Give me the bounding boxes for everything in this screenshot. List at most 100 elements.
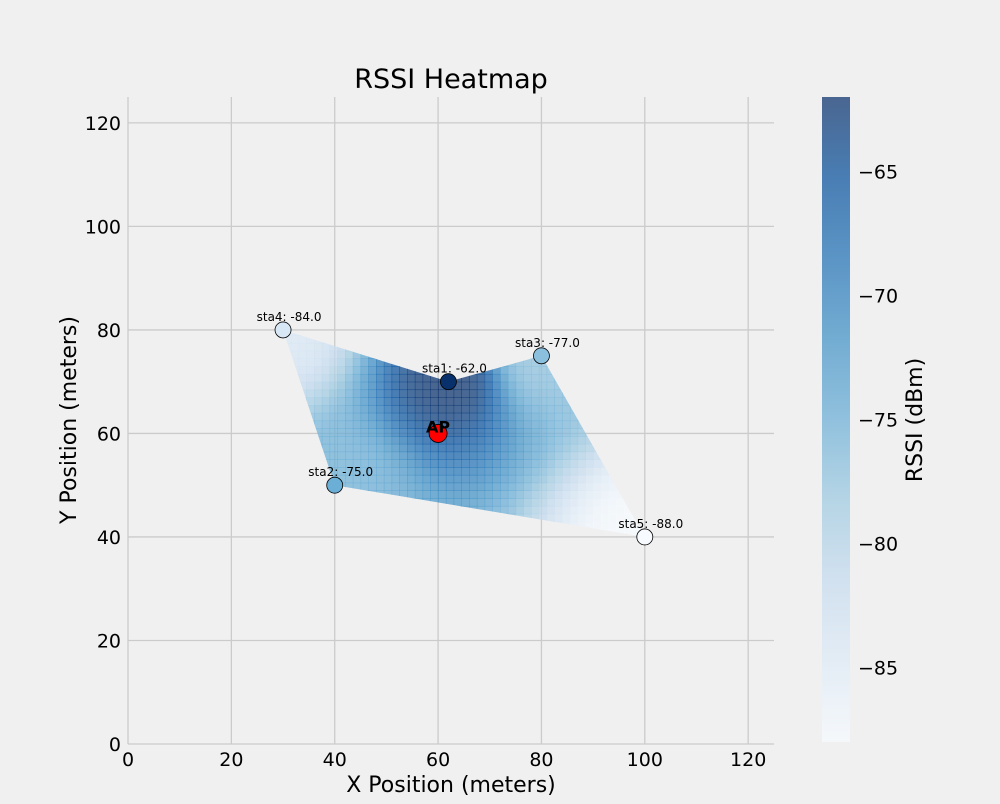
heat-cell: [577, 474, 586, 484]
heat-cell: [368, 436, 377, 445]
heat-cell: [376, 397, 385, 406]
heat-cell: [562, 412, 571, 422]
heat-cell: [407, 404, 416, 414]
heat-cell: [523, 404, 532, 414]
heat-cell: [484, 474, 493, 484]
heat-cell: [562, 420, 571, 429]
heat-cell: [430, 420, 439, 429]
heat-cell: [368, 412, 377, 422]
y-axis-label: Y Position (meters): [57, 316, 82, 525]
heat-cell: [585, 459, 594, 468]
heat-cell: [383, 412, 393, 422]
heat-cell: [554, 474, 563, 484]
heat-cell: [391, 389, 400, 398]
heat-cell: [608, 482, 617, 491]
heat-cell: [445, 474, 455, 484]
heat-cell: [507, 404, 517, 414]
heat-cell: [492, 389, 501, 398]
heat-cell: [538, 436, 548, 445]
heat-cell: [546, 513, 555, 523]
heat-cell: [399, 397, 408, 406]
heat-cell: [616, 490, 625, 499]
heat-cell: [321, 373, 331, 383]
heat-cell: [469, 474, 478, 484]
heat-cell: [430, 482, 439, 491]
heat-cell: [538, 389, 548, 398]
heat-cell: [500, 482, 509, 491]
heat-cell: [337, 366, 346, 375]
heat-cell: [492, 443, 501, 453]
heat-cell: [538, 498, 548, 507]
heat-cell: [531, 474, 540, 484]
heat-cell: [399, 451, 408, 460]
heat-cell: [321, 451, 331, 460]
heat-cell: [453, 459, 462, 468]
heat-cell: [585, 505, 594, 515]
colorbar: −85 −80 −75 −70 −65 RSSI (dBm): [822, 97, 928, 742]
heat-cell: [531, 467, 540, 476]
heat-cell: [546, 459, 555, 468]
heat-cell: [414, 482, 424, 491]
heat-cell: [554, 482, 563, 491]
heat-cell: [422, 420, 431, 429]
heat-cell: [329, 443, 338, 453]
heat-cell: [438, 467, 447, 476]
heat-cell: [546, 451, 555, 460]
heat-cell: [461, 482, 470, 491]
heat-cell: [593, 474, 602, 484]
x-tick-label: 120: [730, 749, 766, 771]
heat-cell: [585, 521, 594, 530]
heat-cell: [492, 451, 501, 460]
heat-cell: [484, 498, 493, 507]
heat-cell: [476, 490, 486, 499]
heat-cell: [430, 381, 439, 391]
heat-cell: [422, 373, 431, 383]
heat-cell: [476, 474, 486, 484]
heat-cell: [492, 482, 501, 491]
heat-cell: [414, 428, 424, 437]
heat-cell: [484, 373, 493, 383]
heat-cell: [290, 350, 300, 359]
heat-cell: [461, 459, 470, 468]
heat-cell: [515, 467, 524, 476]
heat-cell: [352, 412, 362, 422]
heat-cell: [484, 381, 493, 391]
heat-cell: [538, 474, 548, 484]
heat-cell: [376, 373, 385, 383]
heat-cell: [523, 420, 532, 429]
heat-cell: [546, 397, 555, 406]
heat-cell: [337, 451, 346, 460]
heat-cell: [383, 474, 393, 484]
heat-cell: [445, 451, 455, 460]
heat-cell: [484, 505, 493, 515]
colorbar-tick-label: −65: [858, 161, 898, 183]
heat-cell: [523, 443, 532, 453]
heat-cell: [414, 490, 424, 499]
heat-cell: [600, 513, 610, 523]
heat-cell: [422, 490, 431, 499]
heat-cell: [469, 381, 478, 391]
heat-cell: [476, 467, 486, 476]
heat-cell: [360, 366, 369, 375]
heat-cell: [345, 443, 354, 453]
heat-cell: [515, 389, 524, 398]
heat-cell: [352, 467, 362, 476]
heat-cell: [608, 513, 617, 523]
heat-cell: [461, 467, 470, 476]
heat-cell: [368, 366, 377, 375]
heat-cell: [368, 443, 377, 453]
heat-cell: [476, 389, 486, 398]
heat-cell: [430, 373, 439, 383]
heat-cell: [422, 381, 431, 391]
heat-cell: [461, 381, 470, 391]
heat-cell: [515, 482, 524, 491]
heat-cell: [469, 436, 478, 445]
heat-cell: [399, 404, 408, 414]
heat-cell: [554, 412, 563, 422]
heat-cell: [422, 397, 431, 406]
heat-cell: [492, 428, 501, 437]
heat-cell: [476, 436, 486, 445]
heat-cell: [538, 443, 548, 453]
heat-cell: [500, 412, 509, 422]
